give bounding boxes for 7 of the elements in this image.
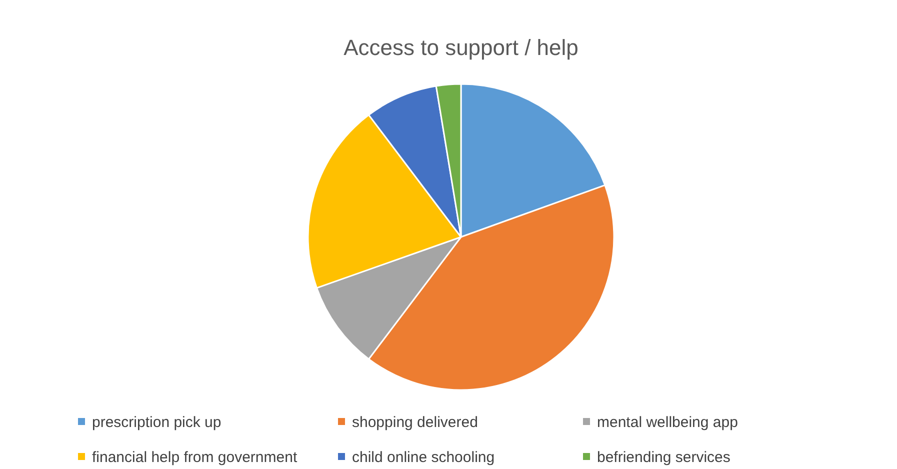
chart-title: Access to support / help [344, 35, 578, 60]
legend-label: child online schooling [352, 449, 495, 466]
legend-label: shopping delivered [352, 414, 478, 431]
legend-label: prescription pick up [92, 414, 222, 431]
legend-label: befriending services [597, 449, 730, 466]
legend-label: financial help from government [92, 449, 298, 466]
legend-label: mental wellbeing app [597, 414, 738, 431]
